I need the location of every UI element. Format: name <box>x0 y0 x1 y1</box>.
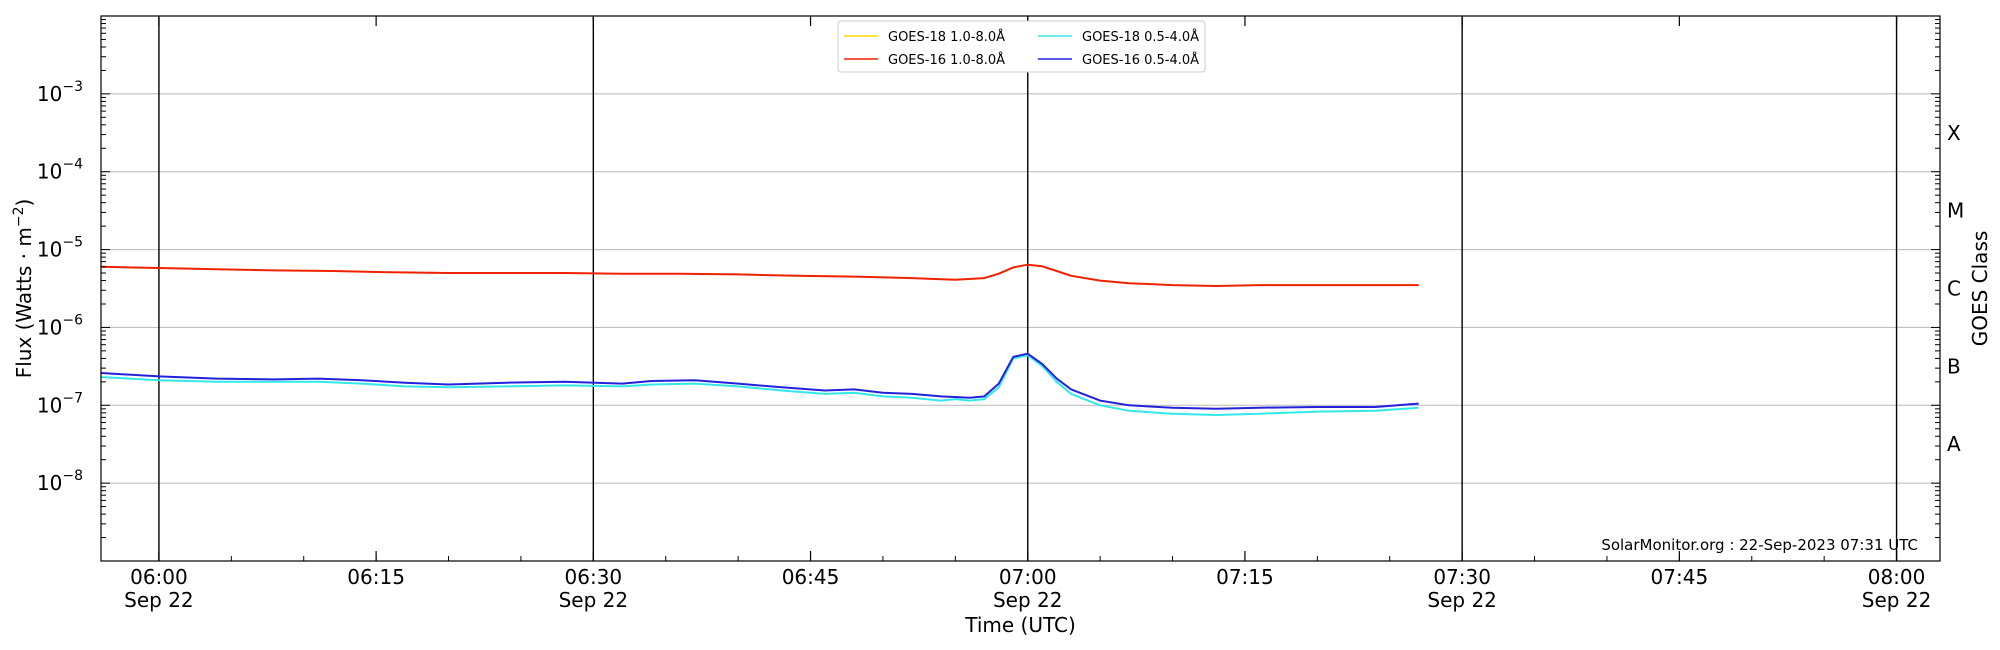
x-tick-label: 07:00 <box>999 565 1057 589</box>
grid-layer <box>101 16 1940 561</box>
y-axis-title-close: ) <box>12 199 36 207</box>
x-tick-date-label: Sep 22 <box>124 588 194 612</box>
series-line-2 <box>100 354 1419 416</box>
y-tick-label: 10−3 <box>37 79 83 106</box>
x-axis-title: Time (UTC) <box>964 613 1076 637</box>
x-tick-date-label: Sep 22 <box>1427 588 1497 612</box>
y-tick-exponent: −5 <box>62 235 83 251</box>
legend: GOES-18 1.0-8.0Å GOES-16 1.0-8.0Å GOES-18 … <box>837 20 1206 73</box>
y-tick-base: 10 <box>37 238 62 262</box>
x-tick-label: 06:15 <box>347 565 405 589</box>
goes-class-label: C <box>1947 277 1961 301</box>
y-tick-base: 10 <box>37 82 62 106</box>
x-tick-label: 06:45 <box>782 565 840 589</box>
series-line-1 <box>100 263 1419 287</box>
y-tick-base: 10 <box>37 471 62 495</box>
x-tick-label: 06:30 <box>565 565 623 589</box>
y-tick-label: 10−8 <box>37 468 83 495</box>
x-tick-label: 07:30 <box>1433 565 1491 589</box>
y-tick-label: 10−4 <box>37 157 83 184</box>
y-tick-base: 10 <box>37 160 62 184</box>
x-tick-label: 07:15 <box>1216 565 1274 589</box>
y-axis-title: Flux (Watts · m−2) <box>11 199 36 379</box>
y-tick-exponent: −6 <box>62 312 83 328</box>
goes-class-label: B <box>1947 354 1961 378</box>
legend-label-2: GOES-18 0.5-4.0Å <box>1082 29 1199 45</box>
goes-class-axis-title: GOES Class <box>1968 231 1992 347</box>
y-tick-exponent: −4 <box>62 157 83 173</box>
y-axis-title-main: Flux (Watts · m <box>12 227 36 378</box>
solarmonitor-watermark: SolarMonitor.org : 22-Sep-2023 07:31 UTC <box>1601 536 1918 554</box>
x-tick-label: 06:00 <box>130 565 188 589</box>
goes-class-label: X <box>1947 121 1961 145</box>
y-tick-label: 10−5 <box>37 235 83 262</box>
x-tick-label: 07:45 <box>1651 565 1709 589</box>
y-tick-label: 10−7 <box>37 390 83 417</box>
y-tick-label: 10−6 <box>37 312 83 339</box>
plot-frame <box>100 15 1941 562</box>
y-tick-exponent: −7 <box>62 390 83 406</box>
x-tick-date-label: Sep 22 <box>559 588 629 612</box>
goes-class-label: M <box>1947 199 1964 223</box>
goes-class-label: A <box>1947 432 1961 456</box>
x-tick-date-label: Sep 22 <box>1862 588 1932 612</box>
legend-label-3: GOES-16 0.5-4.0Å <box>1082 52 1199 68</box>
legend-label-0: GOES-18 1.0-8.0Å <box>888 29 1005 45</box>
y-tick-exponent: −8 <box>62 468 83 484</box>
y-tick-base: 10 <box>37 393 62 417</box>
y-axis-title-unit-exponent: −2 <box>11 207 27 228</box>
series-line-3 <box>100 352 1419 410</box>
x-tick-date-label: Sep 22 <box>993 588 1063 612</box>
legend-box <box>837 20 1206 73</box>
legend-label-1: GOES-16 1.0-8.0Å <box>888 52 1005 68</box>
y-tick-exponent: −3 <box>62 79 83 95</box>
series-layer <box>100 263 1419 416</box>
y-tick-base: 10 <box>37 315 62 339</box>
x-tick-label: 08:00 <box>1868 565 1926 589</box>
